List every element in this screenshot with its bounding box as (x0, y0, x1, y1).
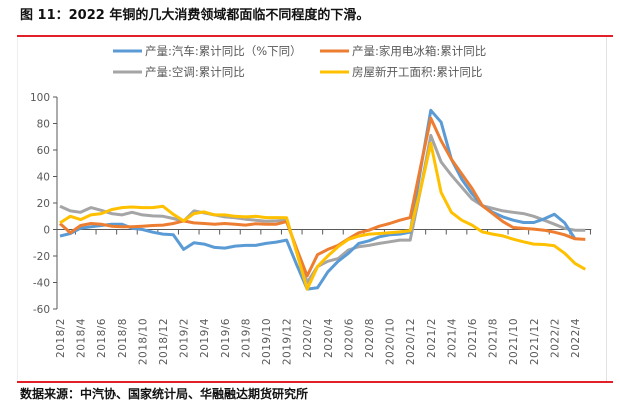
x-tick-label: 2018/8 (117, 318, 129, 358)
legend-label: 产量:家用电冰箱:累计同比 (352, 44, 486, 58)
series-line-1 (58, 116, 586, 278)
x-tick-label: 2022/2 (549, 318, 561, 358)
x-tick-label: 2019/12 (282, 318, 294, 365)
legend-item-1: 产量:家用电冰箱:累计同比 (320, 44, 486, 58)
x-tick-label: 2019/4 (199, 318, 211, 358)
x-tick-label: 2021/8 (488, 318, 500, 358)
x-tick-label: 2019/8 (240, 318, 252, 358)
x-tick-label: 2018/10 (137, 318, 149, 365)
x-tick-label: 2018/6 (96, 318, 108, 358)
y-tick-label: 100 (30, 92, 50, 104)
x-tick-label: 2019/10 (261, 318, 273, 365)
bottom-divider (17, 381, 613, 383)
y-tick-label: 20 (37, 198, 50, 210)
x-tick-label: 2021/2 (426, 318, 438, 358)
x-tick-label: 2019/2 (179, 318, 191, 358)
legend-label: 房屋新开工面积:累计同比 (352, 65, 482, 79)
series-line-0 (59, 108, 577, 291)
y-tick-label: -40 (33, 278, 50, 290)
x-tick-label: 2020/10 (385, 318, 397, 365)
x-tick-label: 2021/10 (508, 318, 520, 365)
x-tick-label: 2018/12 (158, 318, 170, 365)
chart-frame (17, 37, 607, 381)
x-tick-label: 2018/4 (76, 318, 88, 358)
y-tick-label: 60 (37, 145, 50, 157)
legend-item-3: 房屋新开工面积:累计同比 (320, 65, 482, 79)
y-tick-label: -60 (33, 304, 50, 316)
x-tick-label: 2020/6 (343, 318, 355, 358)
y-tick-label: -20 (33, 251, 50, 263)
series-line-2 (59, 133, 586, 284)
legend-item-0: 产量:汽车:累计同比（%下同） (113, 44, 302, 58)
top-divider (17, 35, 613, 37)
y-tick-label: 0 (43, 225, 50, 237)
x-tick-label: 2018/2 (55, 318, 67, 358)
x-tick-label: 2020/12 (405, 318, 417, 365)
source-note: 数据来源：中汽协、国家统计局、华融融达期货研究所 (20, 387, 309, 401)
x-tick-label: 2021/12 (529, 318, 541, 365)
figure-title: 图 11：2022 年铜的几大消费领域都面临不同程度的下滑。 (20, 8, 370, 23)
legend-label: 产量:空调:累计同比 (145, 65, 245, 79)
x-tick-label: 2021/4 (446, 318, 458, 358)
x-tick-label: 2021/6 (467, 318, 479, 358)
x-tick-label: 2020/8 (364, 318, 376, 358)
x-tick-label: 2020/2 (302, 318, 314, 358)
legend-label: 产量:汽车:累计同比（%下同） (145, 44, 302, 58)
y-tick-label: 80 (37, 119, 50, 131)
legend-item-2: 产量:空调:累计同比 (113, 65, 245, 79)
x-tick-label: 2019/6 (220, 318, 232, 358)
y-tick-label: 40 (37, 172, 50, 184)
series-line-3 (59, 141, 587, 291)
x-tick-label: 2022/4 (570, 318, 582, 358)
x-tick-label: 2020/4 (323, 318, 335, 358)
